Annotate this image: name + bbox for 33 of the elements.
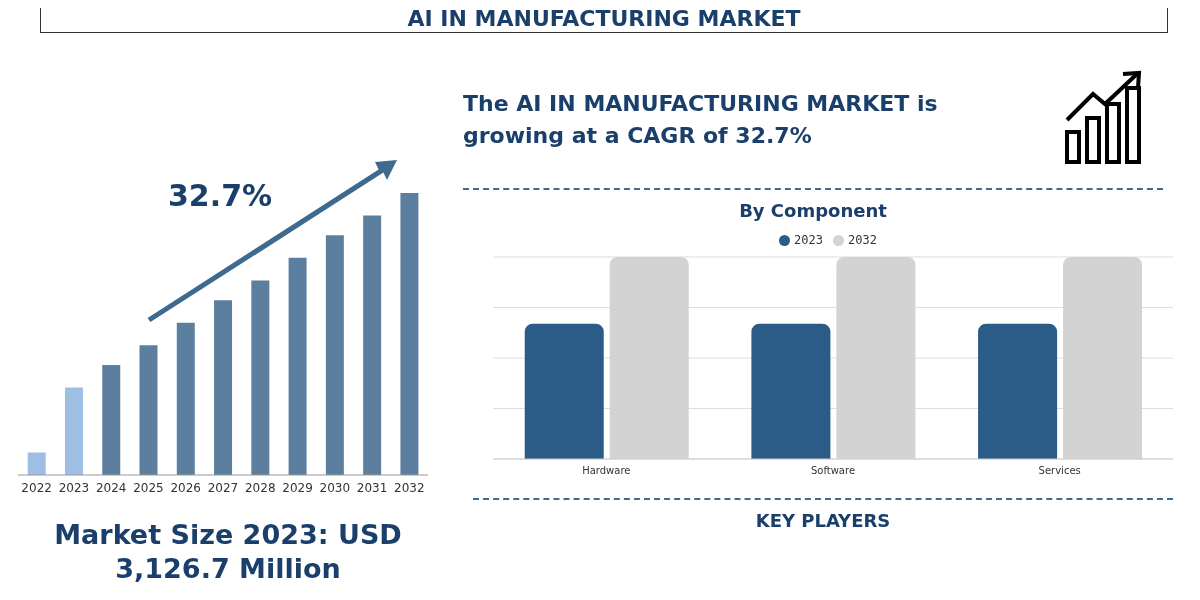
x-tick-label: 2026 bbox=[170, 480, 201, 495]
x-tick-label: Services bbox=[1038, 465, 1081, 477]
x-tick-label: 2024 bbox=[95, 480, 127, 495]
bar bbox=[64, 387, 83, 475]
chart-title: By Component bbox=[738, 200, 888, 221]
x-tick-label: 2032 bbox=[394, 480, 425, 495]
x-tick-label: 2022 bbox=[21, 480, 52, 495]
annotation: 32.7% bbox=[168, 178, 273, 213]
x-tick-label: 2030 bbox=[319, 480, 351, 495]
bar bbox=[102, 365, 121, 475]
x-tick-label: 2029 bbox=[282, 480, 313, 495]
text: Market Size 2023: USD 3,126.7 Million bbox=[53, 518, 403, 586]
x-tick-label: Software bbox=[810, 465, 856, 477]
bar bbox=[363, 215, 382, 475]
legend-label: 2023 bbox=[794, 233, 823, 247]
x-tick-label: 2031 bbox=[356, 480, 388, 495]
text: KEY PLAYERS bbox=[754, 510, 892, 531]
legend-label: 2032 bbox=[848, 233, 877, 247]
bar bbox=[176, 322, 195, 475]
x-tick-label: 2028 bbox=[245, 480, 276, 495]
x-tick-label: 2027 bbox=[207, 480, 239, 495]
bar bbox=[214, 300, 233, 475]
text: The AI IN MANUFACTURING MARKET is growing at a CAGR of 32.7% bbox=[463, 90, 939, 150]
bar bbox=[288, 257, 307, 475]
x-tick-label: Hardware bbox=[582, 465, 631, 477]
bar bbox=[400, 193, 419, 475]
bar bbox=[325, 235, 344, 475]
x-tick-label: 2023 bbox=[58, 480, 90, 495]
bar bbox=[27, 452, 46, 475]
x-tick-label: 2025 bbox=[133, 480, 164, 495]
bar bbox=[139, 345, 158, 475]
text: AI IN MANUFACTURING MARKET bbox=[40, 6, 1168, 33]
bar bbox=[251, 280, 270, 475]
